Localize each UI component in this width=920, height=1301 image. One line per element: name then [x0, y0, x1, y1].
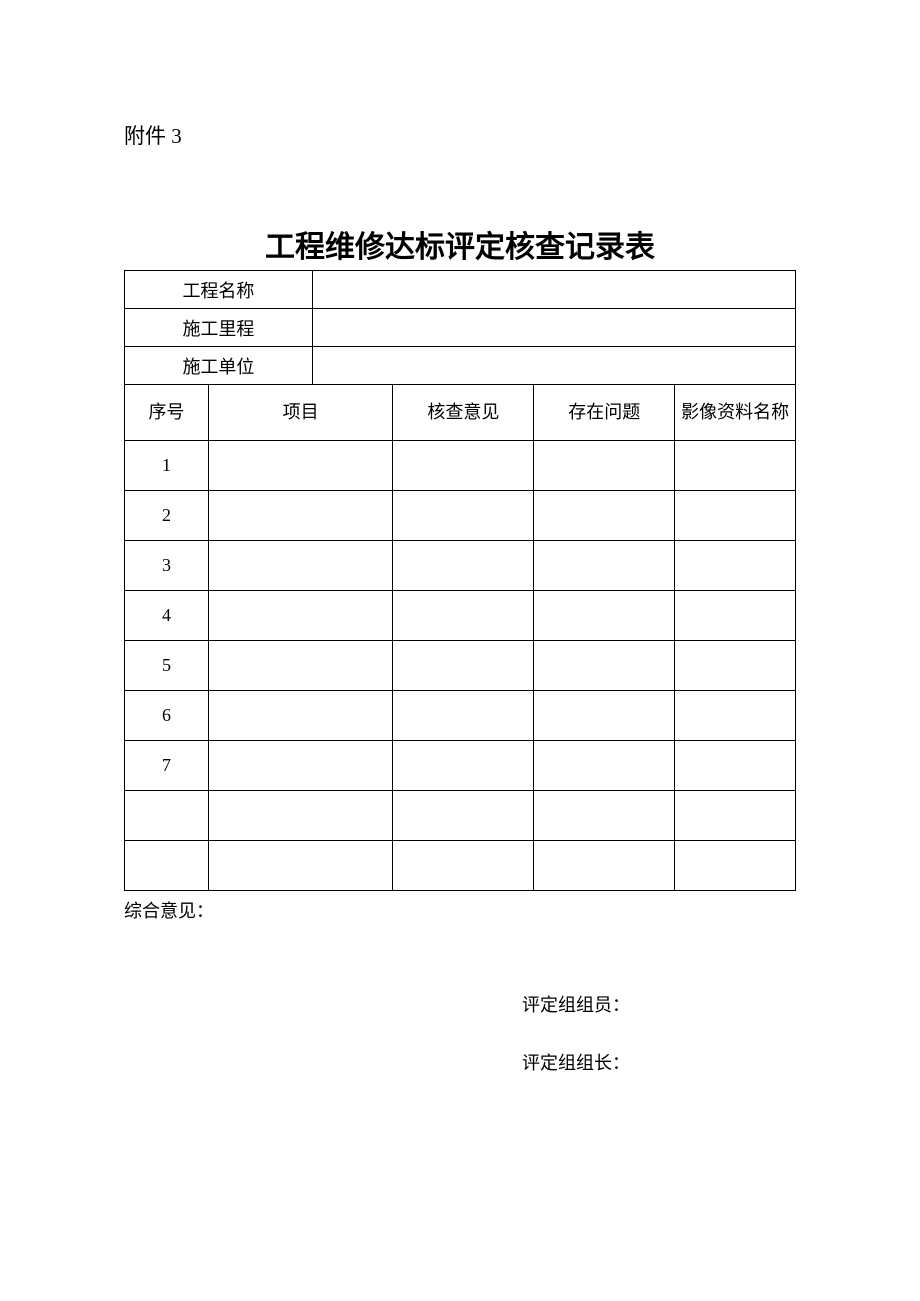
record-table-main: 工程名称 施工里程 施工单位: [124, 270, 796, 385]
cell-item: [208, 691, 393, 741]
cell-item: [208, 491, 393, 541]
table-row: 5: [125, 641, 796, 691]
cell-image: [675, 691, 796, 741]
cell-review: [393, 491, 534, 541]
cell-seq: 6: [125, 691, 209, 741]
table-row: 1: [125, 441, 796, 491]
table-row: 4: [125, 591, 796, 641]
cell-review: [393, 691, 534, 741]
table-row: 3: [125, 541, 796, 591]
cell-item: [208, 741, 393, 791]
cell-item: [208, 641, 393, 691]
cell-item: [208, 791, 393, 841]
data-table: 序号 项目 核查意见 存在问题 影像资料名称 1 2 3 4 5: [124, 384, 796, 891]
cell-image: [675, 641, 796, 691]
col-header-review: 核查意见: [393, 385, 534, 441]
cell-image: [675, 591, 796, 641]
cell-problem: [534, 591, 675, 641]
cell-problem: [534, 841, 675, 891]
signature-leader: 评定组组长：: [522, 1049, 796, 1075]
table-row: 7: [125, 741, 796, 791]
mileage-value: [312, 309, 795, 347]
cell-problem: [534, 741, 675, 791]
cell-problem: [534, 541, 675, 591]
cell-image: [675, 841, 796, 891]
construction-unit-label: 施工单位: [125, 347, 313, 385]
cell-review: [393, 441, 534, 491]
cell-seq: 7: [125, 741, 209, 791]
cell-seq: 2: [125, 491, 209, 541]
cell-image: [675, 741, 796, 791]
cell-image: [675, 791, 796, 841]
cell-problem: [534, 691, 675, 741]
cell-review: [393, 541, 534, 591]
cell-review: [393, 741, 534, 791]
cell-review: [393, 841, 534, 891]
col-header-problem: 存在问题: [534, 385, 675, 441]
info-row-mileage: 施工里程: [125, 309, 796, 347]
page-title: 工程维修达标评定核查记录表: [124, 222, 796, 266]
col-header-seq: 序号: [125, 385, 209, 441]
cell-problem: [534, 641, 675, 691]
cell-seq: 5: [125, 641, 209, 691]
cell-seq: [125, 841, 209, 891]
cell-image: [675, 441, 796, 491]
info-row-construction-unit: 施工单位: [125, 347, 796, 385]
cell-item: [208, 841, 393, 891]
construction-unit-value: [312, 347, 795, 385]
mileage-label: 施工里程: [125, 309, 313, 347]
cell-item: [208, 441, 393, 491]
info-row-project-name: 工程名称: [125, 271, 796, 309]
table-row: [125, 841, 796, 891]
comment-label: 综合意见：: [124, 897, 796, 923]
cell-seq: 3: [125, 541, 209, 591]
table-row: 2: [125, 491, 796, 541]
cell-seq: 4: [125, 591, 209, 641]
cell-review: [393, 641, 534, 691]
table-row: 6: [125, 691, 796, 741]
cell-item: [208, 541, 393, 591]
cell-image: [675, 491, 796, 541]
cell-seq: [125, 791, 209, 841]
cell-item: [208, 591, 393, 641]
cell-problem: [534, 441, 675, 491]
col-header-item: 项目: [208, 385, 393, 441]
cell-problem: [534, 491, 675, 541]
cell-image: [675, 541, 796, 591]
cell-review: [393, 791, 534, 841]
cell-review: [393, 591, 534, 641]
col-header-image: 影像资料名称: [675, 385, 796, 441]
project-name-label: 工程名称: [125, 271, 313, 309]
project-name-value: [312, 271, 795, 309]
table-row: [125, 791, 796, 841]
signature-block: 评定组组员： 评定组组长：: [522, 991, 796, 1075]
attachment-label: 附件 3: [124, 120, 796, 150]
cell-seq: 1: [125, 441, 209, 491]
table-header-row: 序号 项目 核查意见 存在问题 影像资料名称: [125, 385, 796, 441]
cell-problem: [534, 791, 675, 841]
signature-member: 评定组组员：: [522, 991, 796, 1017]
